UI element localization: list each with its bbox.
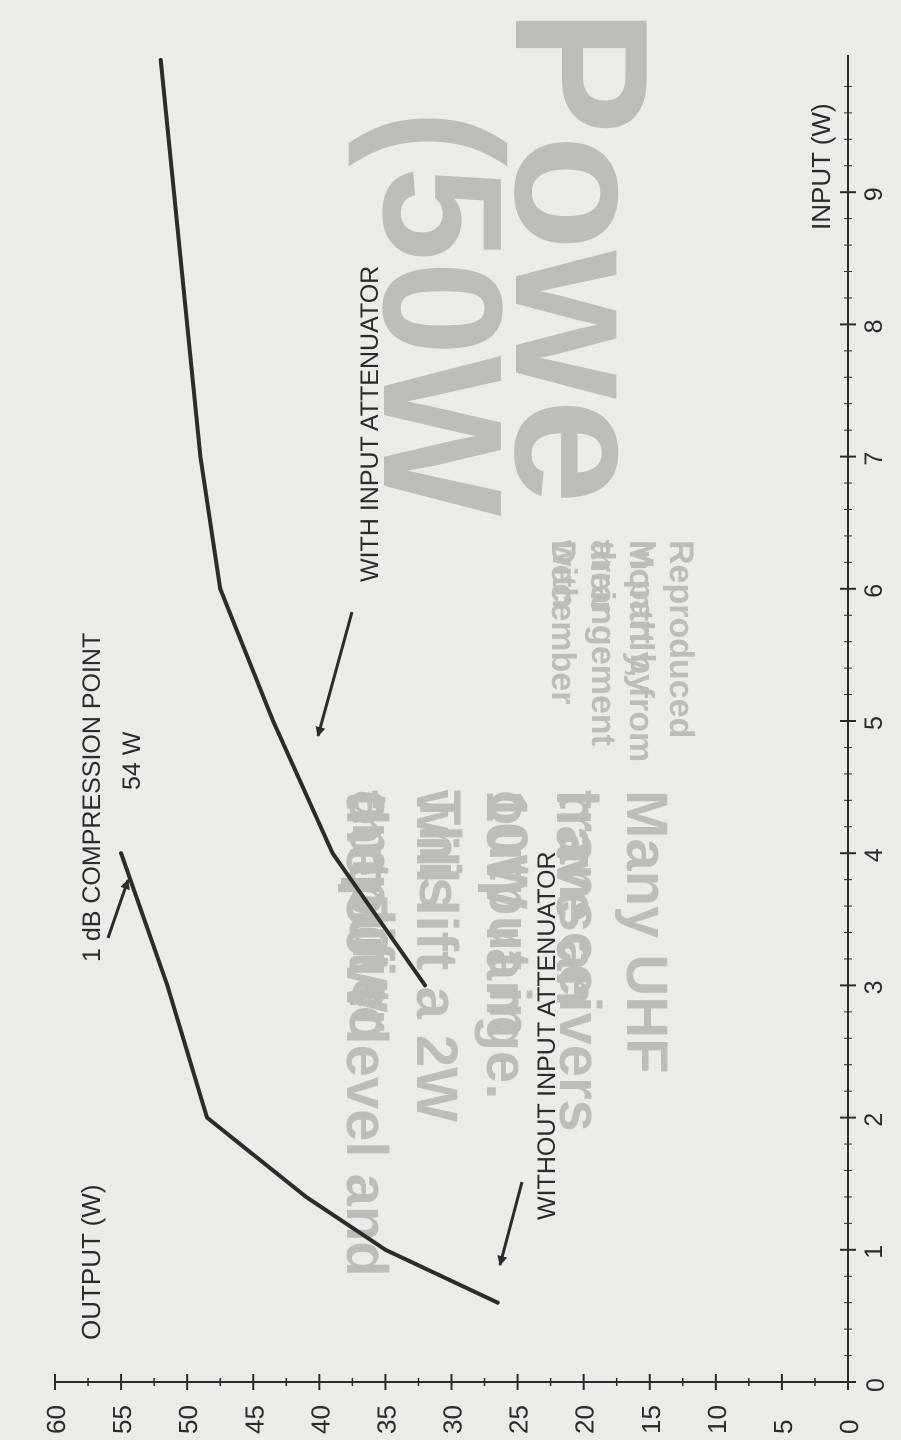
compression-point-label: 1 dB COMPRESSION POINT xyxy=(78,633,106,962)
x-tick-label: 1 xyxy=(860,1245,888,1259)
y-tick-label: 15 xyxy=(636,1405,666,1434)
x-tick-label: 9 xyxy=(860,187,888,201)
series-line-with-attenuator xyxy=(158,58,428,988)
x-tick-label: 6 xyxy=(860,584,888,598)
without-attenuator-arrow xyxy=(497,1181,524,1266)
y-tick-label: 30 xyxy=(438,1405,468,1434)
y-tick-label: 20 xyxy=(570,1405,600,1434)
y-tick-label: 40 xyxy=(305,1405,335,1434)
y-tick-label: 10 xyxy=(702,1405,732,1434)
with-attenuator-label: WITH INPUT ATTENUATOR xyxy=(356,266,384,582)
y-tick-label: 50 xyxy=(173,1405,203,1434)
x-tick-label: 8 xyxy=(860,319,888,333)
series xyxy=(119,58,500,1305)
series-line-without-attenuator xyxy=(119,851,500,1305)
x-tick-label: 3 xyxy=(860,980,888,994)
x-tick-label: 2 xyxy=(860,1113,888,1127)
y-tick-label: 60 xyxy=(41,1405,71,1434)
x-tick-label: 0 xyxy=(862,1378,890,1392)
y-tick-label: 35 xyxy=(371,1405,401,1434)
y-tick-label: 25 xyxy=(504,1405,534,1434)
compression-arrow xyxy=(106,879,130,939)
y-tick-label: 45 xyxy=(239,1405,269,1434)
y-axis-title: OUTPUT (W) xyxy=(76,1185,106,1341)
without-attenuator-label: WITHOUT INPUT ATTENUATOR xyxy=(533,851,561,1220)
x-tick-label: 5 xyxy=(860,716,888,730)
y-tick-label: 0 xyxy=(834,1420,864,1434)
x-tick-label: 4 xyxy=(860,848,888,862)
with-attenuator-arrow xyxy=(315,611,354,737)
axes xyxy=(55,55,849,1383)
y-tick-label: 55 xyxy=(107,1405,137,1434)
compression-point-value: 54 W xyxy=(118,731,146,790)
y-tick-label: 5 xyxy=(768,1420,798,1434)
x-tick-label: 7 xyxy=(860,452,888,466)
x-axis-title: INPUT (W) xyxy=(806,103,836,230)
